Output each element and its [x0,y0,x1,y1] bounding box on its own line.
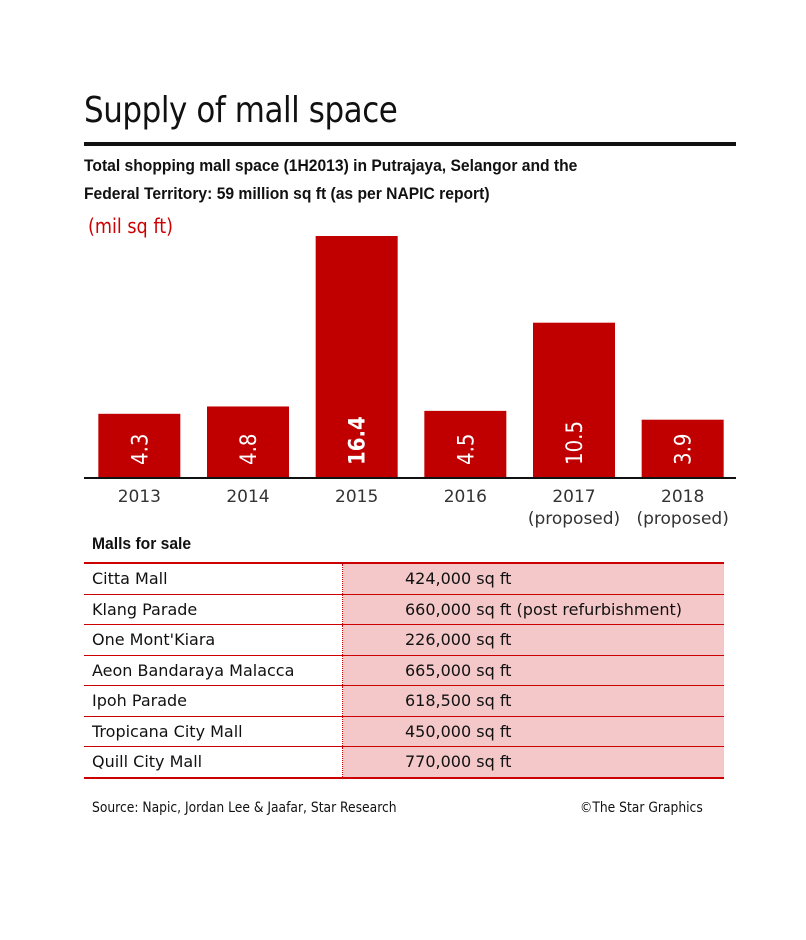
malls-table: Citta Mall 424,000 sq ft Klang Parade 660,0… [84,562,724,779]
x-tick-label: 2018 [661,487,704,507]
credit-note: ©The Star Graphics [580,800,703,816]
x-tick-label: 2015 [335,487,378,507]
bar-1 [207,406,289,477]
mall-size-cell: 424,000 sq ft [342,562,724,595]
table-row: One Mont'Kiara 226,000 sq ft [84,624,724,656]
page-title: Supply of mall space [84,90,398,131]
malls-heading: Malls for sale [92,534,192,553]
mall-size-cell: 770,000 sq ft [342,746,724,779]
table-row: Ipoh Parade 618,500 sq ft [84,685,724,717]
bar-value-label: 16.4 [346,416,371,465]
mall-name-cell: Klang Parade [84,594,343,625]
mall-name-cell: Tropicana City Mall [84,716,343,747]
x-tick-label: (proposed) [528,509,620,529]
bar-3 [424,410,507,477]
mall-size-cell: 660,000 sq ft (post refurbishment) [342,594,724,625]
unit-label: (mil sq ft) [88,214,173,238]
mall-size-cell: 450,000 sq ft [342,716,724,747]
source-note: Source: Napic, Jordan Lee & Jaafar, Star… [92,800,397,816]
mall-name-cell: One Mont'Kiara [84,624,343,656]
mall-name-cell: Citta Mall [84,562,343,595]
x-tick-label: 2013 [118,487,161,507]
subtitle-line-1: Total shopping mall space (1H2013) in Pu… [84,156,578,175]
x-tick-label: 2017 [552,487,595,507]
mall-size-cell: 226,000 sq ft [342,624,724,656]
x-tick-label: 2014 [226,487,269,507]
table-row: Tropicana City Mall 450,000 sq ft [84,716,724,747]
title-rule [84,142,736,146]
subtitle-line-2: Federal Territory: 59 million sq ft (as … [84,184,490,203]
table-row: Klang Parade 660,000 sq ft (post refurbis… [84,594,724,625]
bar-0 [98,413,181,477]
bar-value-label: 4.3 [128,434,153,465]
bar-2 [315,236,398,477]
table-row: Aeon Bandaraya Malacca 665,000 sq ft [84,655,724,686]
x-tick-label: 2016 [444,487,487,507]
table-row: Quill City Mall 770,000 sq ft [84,746,724,779]
bar-5 [641,419,724,477]
mall-name-cell: Ipoh Parade [84,685,343,717]
bar-value-label: 3.9 [672,434,697,465]
bar-chart: 4.320134.8201416.420154.5201610.52017(pr… [84,236,736,529]
mall-name-cell: Aeon Bandaraya Malacca [84,655,343,686]
bar-value-label: 4.5 [454,434,479,465]
table-row: Citta Mall 424,000 sq ft [84,562,724,595]
bar-value-label: 10.5 [563,421,588,465]
mall-name-cell: Quill City Mall [84,746,343,779]
x-tick-label: (proposed) [636,509,728,529]
chart-subtitle: Total shopping mall space (1H2013) in Pu… [84,152,691,208]
mall-size-cell: 618,500 sq ft [342,685,724,717]
mall-size-cell: 665,000 sq ft [342,655,724,686]
bar-4 [533,322,615,477]
bar-value-label: 4.8 [237,434,262,465]
